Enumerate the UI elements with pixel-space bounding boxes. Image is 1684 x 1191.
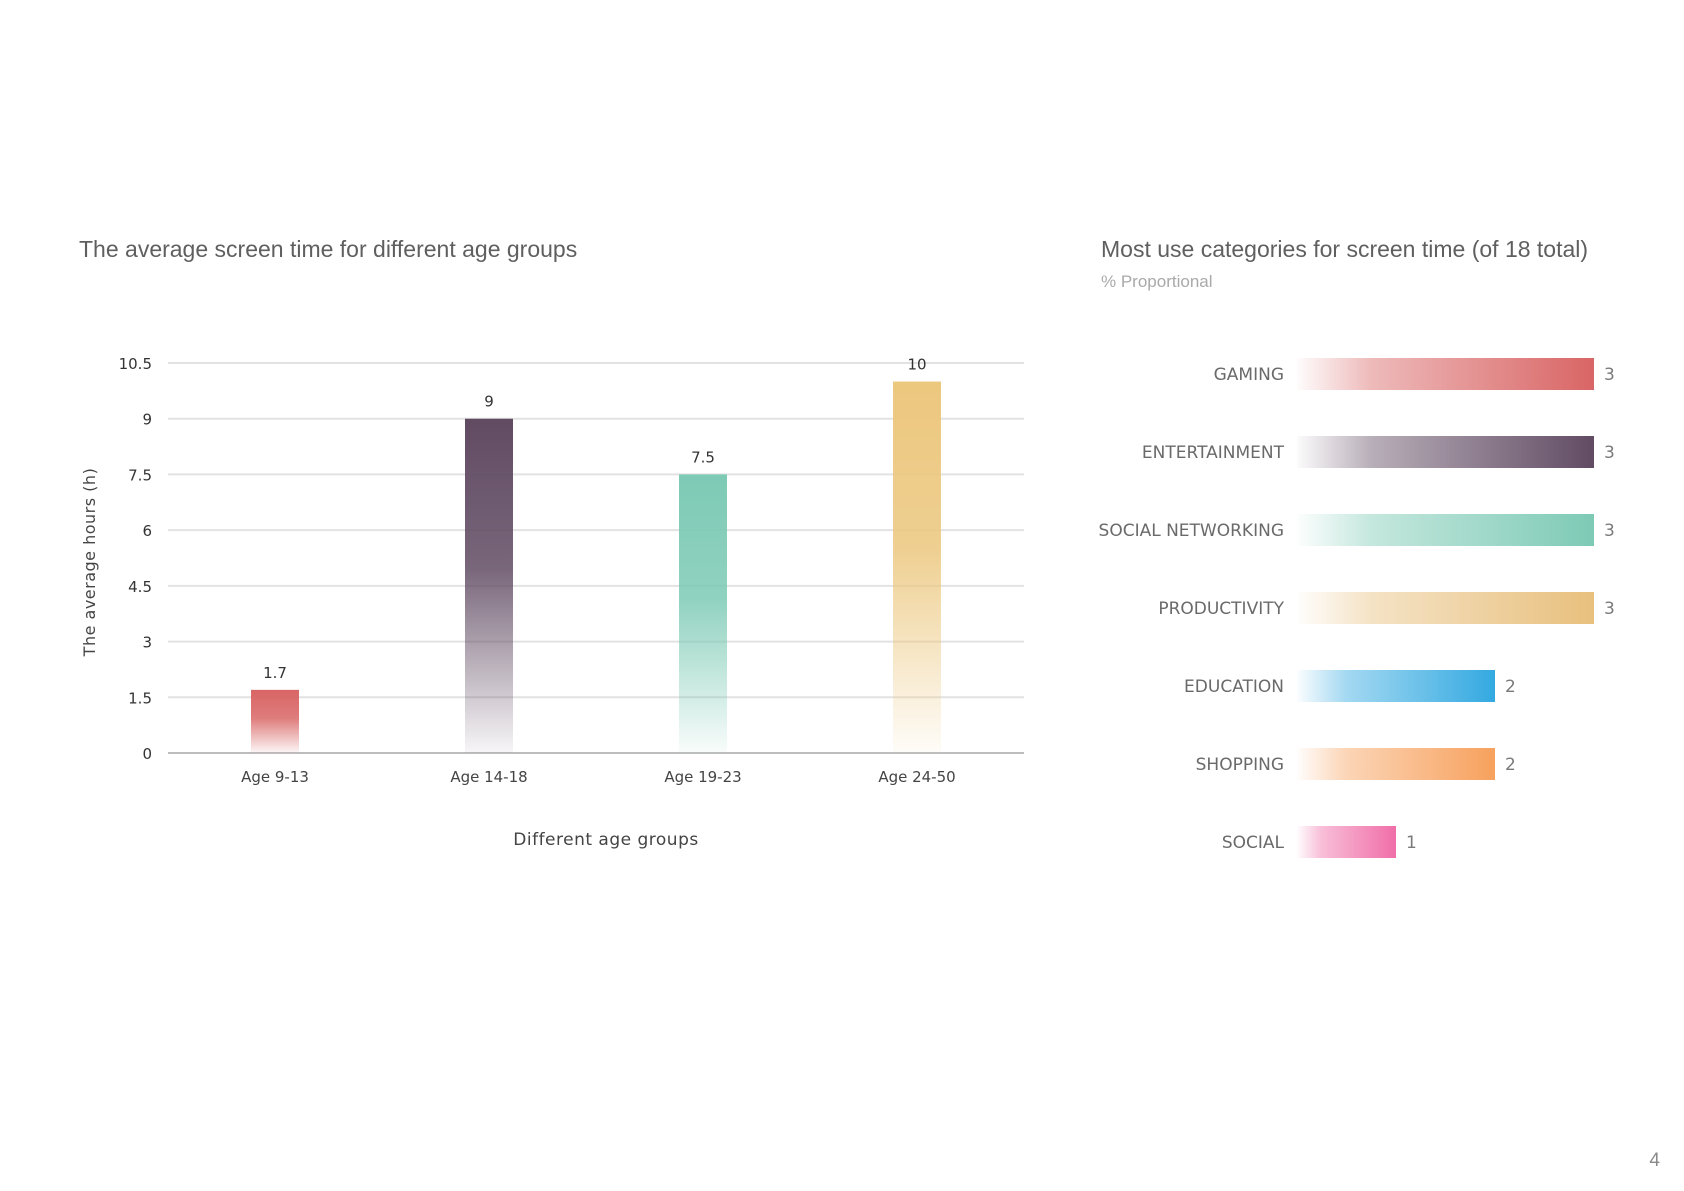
- y-tick-label: 1.5: [128, 689, 152, 707]
- category-value: 3: [1604, 365, 1615, 385]
- category-label: PRODUCTIVITY: [1158, 599, 1284, 619]
- x-tick-label: Age 14-18: [450, 768, 527, 786]
- bar: [465, 418, 513, 753]
- category-bar: [1297, 514, 1594, 546]
- category-row: SOCIAL 1: [1222, 826, 1417, 858]
- bar: [251, 689, 299, 753]
- page-number: 4: [1649, 1150, 1660, 1171]
- x-tick-labels: Age 9-13 Age 14-18 Age 19-23 Age 24-50: [241, 768, 956, 786]
- category-bar: [1297, 670, 1495, 702]
- category-row: SOCIAL NETWORKING 3: [1099, 514, 1615, 546]
- category-label: SOCIAL: [1222, 833, 1285, 853]
- category-row: PRODUCTIVITY 3: [1158, 592, 1615, 624]
- y-tick-label: 7.5: [128, 466, 152, 484]
- category-row: ENTERTAINMENT 3: [1142, 436, 1615, 468]
- category-value: 2: [1505, 677, 1516, 697]
- category-bar: [1297, 826, 1396, 858]
- hbar-chart-subtitle: % Proportional: [1101, 272, 1213, 291]
- category-label: SHOPPING: [1196, 755, 1284, 775]
- y-tick-label: 3: [142, 634, 152, 652]
- category-bar: [1297, 748, 1495, 780]
- category-value: 3: [1604, 599, 1615, 619]
- category-value: 3: [1604, 443, 1615, 463]
- bar: [679, 474, 727, 753]
- y-axis-label: The average hours (h): [80, 468, 99, 658]
- category-value: 1: [1406, 833, 1417, 853]
- bar: [893, 381, 941, 753]
- category-value: 3: [1604, 521, 1615, 541]
- y-tick-label: 10.5: [119, 355, 152, 373]
- gridlines: [168, 362, 1024, 754]
- category-bar: [1297, 436, 1594, 468]
- category-row: SHOPPING 2: [1196, 748, 1516, 780]
- bars: [251, 381, 941, 753]
- category-label: GAMING: [1214, 365, 1284, 385]
- bar-value-label: 9: [484, 393, 494, 411]
- x-tick-label: Age 19-23: [664, 768, 741, 786]
- category-row: EDUCATION 2: [1184, 670, 1516, 702]
- bar-chart-title: The average screen time for different ag…: [79, 236, 578, 262]
- bar-value-label: 7.5: [691, 448, 715, 466]
- bar-value-label: 1.7: [263, 664, 287, 682]
- age-group-bar-chart: 0 1.5 3 4.5 6 7.5 9 10.5 Age 9-13 Age 14-18 Age 1…: [80, 355, 1024, 850]
- bar-value-label: 10: [907, 356, 926, 374]
- y-tick-label: 0: [142, 745, 152, 763]
- category-bar: [1297, 358, 1594, 390]
- y-tick-labels: 0 1.5 3 4.5 6 7.5 9 10.5: [119, 355, 152, 763]
- y-tick-label: 4.5: [128, 578, 152, 596]
- category-label: ENTERTAINMENT: [1142, 443, 1285, 463]
- x-tick-label: Age 9-13: [241, 768, 309, 786]
- hbar-chart-title: Most use categories for screen time (of …: [1101, 236, 1589, 262]
- x-axis-label: Different age groups: [513, 830, 698, 850]
- x-tick-label: Age 24-50: [878, 768, 955, 786]
- category-value: 2: [1505, 755, 1516, 775]
- category-bar: [1297, 592, 1594, 624]
- category-label: SOCIAL NETWORKING: [1099, 521, 1284, 541]
- y-tick-label: 6: [142, 522, 152, 540]
- category-row: GAMING 3: [1214, 358, 1615, 390]
- category-label: EDUCATION: [1184, 677, 1284, 697]
- y-tick-label: 9: [142, 411, 152, 429]
- value-labels: 1.7 9 7.5 10: [263, 356, 926, 682]
